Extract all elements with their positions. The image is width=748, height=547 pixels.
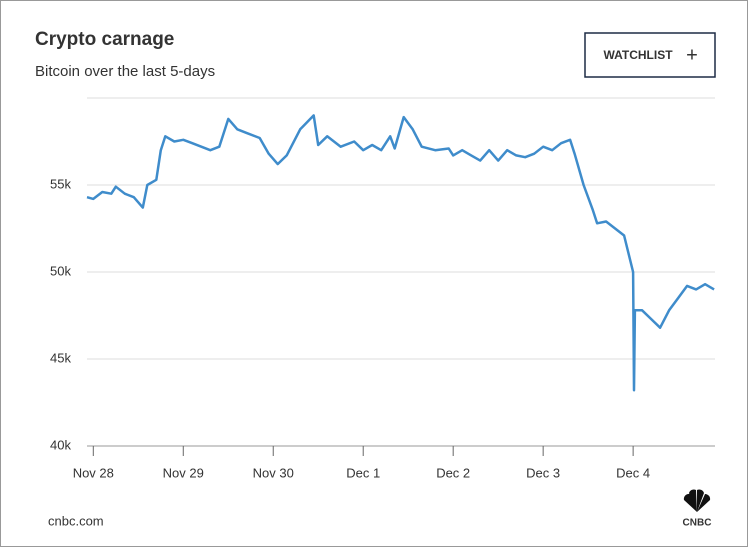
x-tick-label: Nov 30 bbox=[253, 465, 294, 480]
logo-text: CNBC bbox=[683, 518, 712, 529]
button-icon[interactable]: + bbox=[686, 44, 698, 66]
x-tick-label: Dec 1 bbox=[346, 465, 380, 480]
y-tick-label: 50k bbox=[50, 263, 71, 278]
x-tick-label: Dec 4 bbox=[616, 465, 650, 480]
x-tick-label: Dec 2 bbox=[436, 465, 470, 480]
y-tick-label: 55k bbox=[50, 176, 71, 191]
logo-mark bbox=[683, 489, 711, 512]
chart-subtitle: Bitcoin over the last 5-days bbox=[35, 63, 215, 80]
watchlist-button[interactable]: WATCHLIST + bbox=[584, 32, 716, 78]
button-box[interactable] bbox=[584, 32, 716, 78]
x-tick-label: Dec 3 bbox=[526, 465, 560, 480]
y-tick-label: 45k bbox=[50, 350, 71, 365]
logo: CNBC bbox=[683, 489, 712, 529]
x-tick-label: Nov 28 bbox=[73, 465, 114, 480]
y-tick-label: 40k bbox=[50, 437, 71, 452]
button-label[interactable]: WATCHLIST bbox=[603, 48, 673, 62]
chart-title: Crypto carnage bbox=[35, 29, 174, 50]
x-tick-label: Nov 29 bbox=[163, 465, 204, 480]
source: cnbc.com bbox=[48, 513, 104, 528]
price-line bbox=[86, 114, 715, 392]
